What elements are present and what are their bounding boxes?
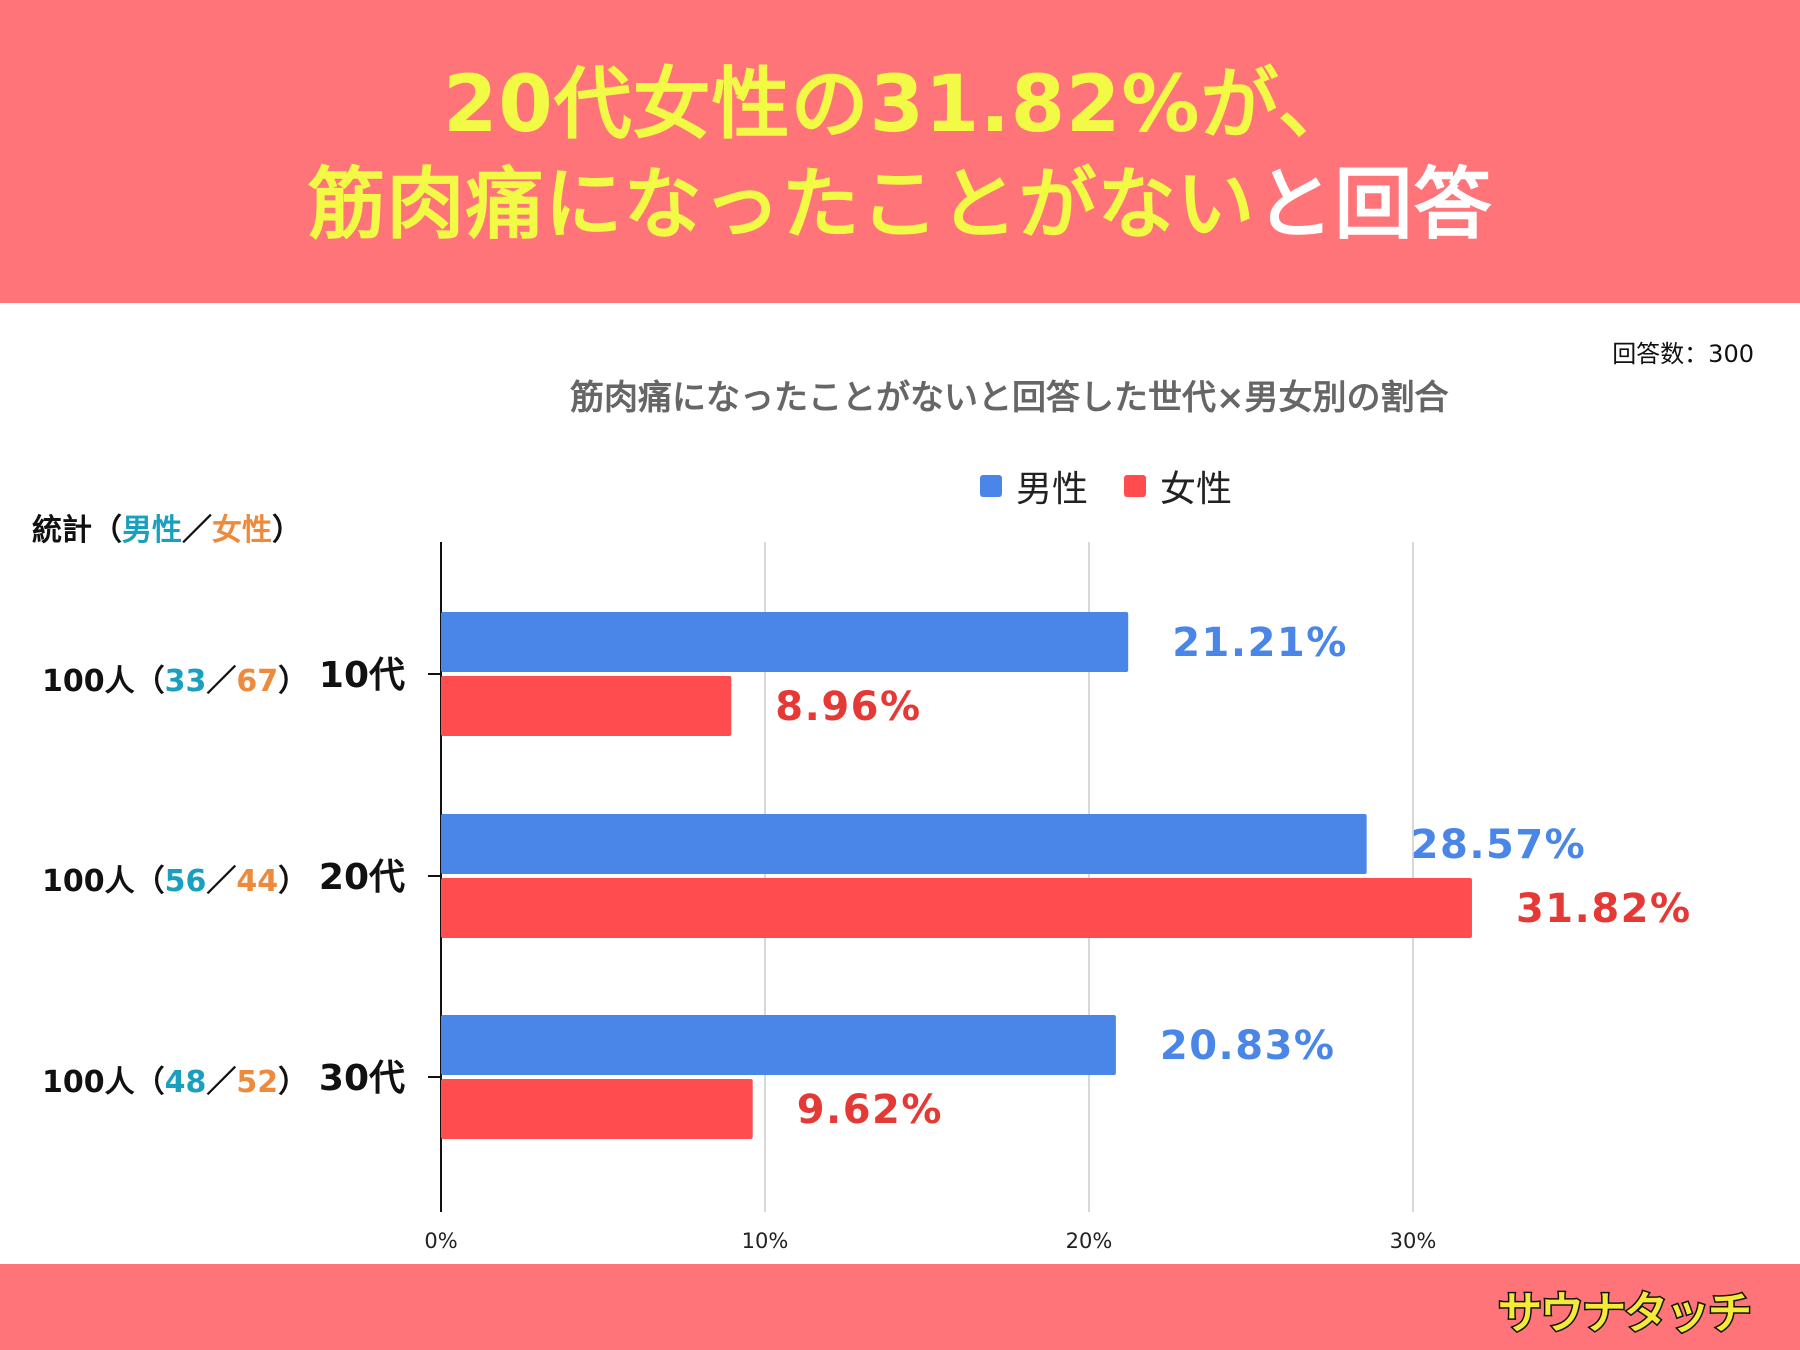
bar-female <box>441 878 1472 938</box>
stat-female-count: 67 <box>236 664 279 699</box>
stat-total: 100人（ <box>42 664 165 699</box>
data-label-female: 31.82% <box>1516 886 1692 932</box>
x-tick-label: 30% <box>1390 1229 1437 1253</box>
stat-sep: ／ <box>206 1065 237 1100</box>
stat-female-count: 52 <box>236 1065 279 1100</box>
legend-item-female: 女性 <box>1124 460 1232 512</box>
x-tick-label: 0% <box>424 1229 457 1253</box>
brand-logo-text: サウナタッチ <box>1497 1287 1754 1341</box>
legend-label-female: 女性 <box>1160 469 1233 510</box>
headline-line-2: 筋肉痛になったことがないと回答 <box>0 160 1800 250</box>
stat-male-count: 48 <box>164 1065 207 1100</box>
data-label-male: 28.57% <box>1411 822 1587 868</box>
chart-title: 筋肉痛になったことがないと回答した世代×男女別の割合 <box>570 378 1449 418</box>
legend: 男性 女性 <box>980 460 1250 512</box>
legend-swatch-female <box>1124 475 1147 497</box>
response-count: 回答数：300 <box>1612 340 1754 368</box>
data-label-male: 20.83% <box>1160 1023 1336 1069</box>
data-label-male: 21.21% <box>1172 620 1348 666</box>
legend-item-male: 男性 <box>980 460 1088 512</box>
category-label: 20代 <box>319 857 405 898</box>
stat-row-10s: 100人（33／67） <box>42 656 308 700</box>
stat-total: 100人（ <box>42 864 165 899</box>
bar-female <box>441 1079 753 1139</box>
bar-female <box>441 676 732 736</box>
stats-header-suffix: ） <box>272 513 302 548</box>
data-label-female: 9.62% <box>797 1087 943 1133</box>
bar-male <box>441 1015 1116 1075</box>
stat-sep: ／ <box>206 664 237 699</box>
legend-label-male: 男性 <box>1016 469 1089 510</box>
headline-line-1: 20代女性の31.82%が、 <box>443 60 1357 150</box>
data-label-female: 8.96% <box>775 684 921 730</box>
bar-male <box>441 612 1129 672</box>
headline-line-2-part-b: と回答 <box>1255 160 1493 250</box>
stats-header-male: 男性 <box>122 513 182 548</box>
legend-swatch-male <box>980 475 1002 497</box>
category-label: 10代 <box>319 655 405 696</box>
stats-header-female: 女性 <box>212 513 272 548</box>
headline-line-2-part-a: 筋肉痛になったことがない <box>307 160 1256 250</box>
bar-male <box>441 814 1367 874</box>
stat-male-count: 56 <box>164 864 207 899</box>
header-banner <box>0 0 1800 303</box>
stats-header-sep: ／ <box>182 513 212 548</box>
stats-header: 統計（男性／女性） <box>32 505 302 549</box>
x-tick-label: 10% <box>742 1229 789 1253</box>
x-tick-label: 20% <box>1066 1229 1113 1253</box>
stat-sep: ／ <box>206 864 237 899</box>
stat-row-20s: 100人（56／44） <box>42 856 308 900</box>
stat-total: 100人（ <box>42 1065 165 1100</box>
stat-close: ） <box>278 1065 309 1100</box>
brand-logo: サウナタッチ <box>1497 1278 1754 1341</box>
stat-close: ） <box>278 864 309 899</box>
stat-male-count: 33 <box>164 664 207 699</box>
stat-row-30s: 100人（48／52） <box>42 1057 308 1101</box>
bar-chart: 0% 10% 20% 30% 10代 21.21% 8.96% 20代 28.57% 31.82%… <box>319 542 1692 1253</box>
stat-female-count: 44 <box>236 864 279 899</box>
category-label: 30代 <box>319 1058 405 1099</box>
stat-close: ） <box>278 664 309 699</box>
stats-header-prefix: 統計（ <box>32 513 122 548</box>
footer-banner <box>0 1264 1800 1350</box>
